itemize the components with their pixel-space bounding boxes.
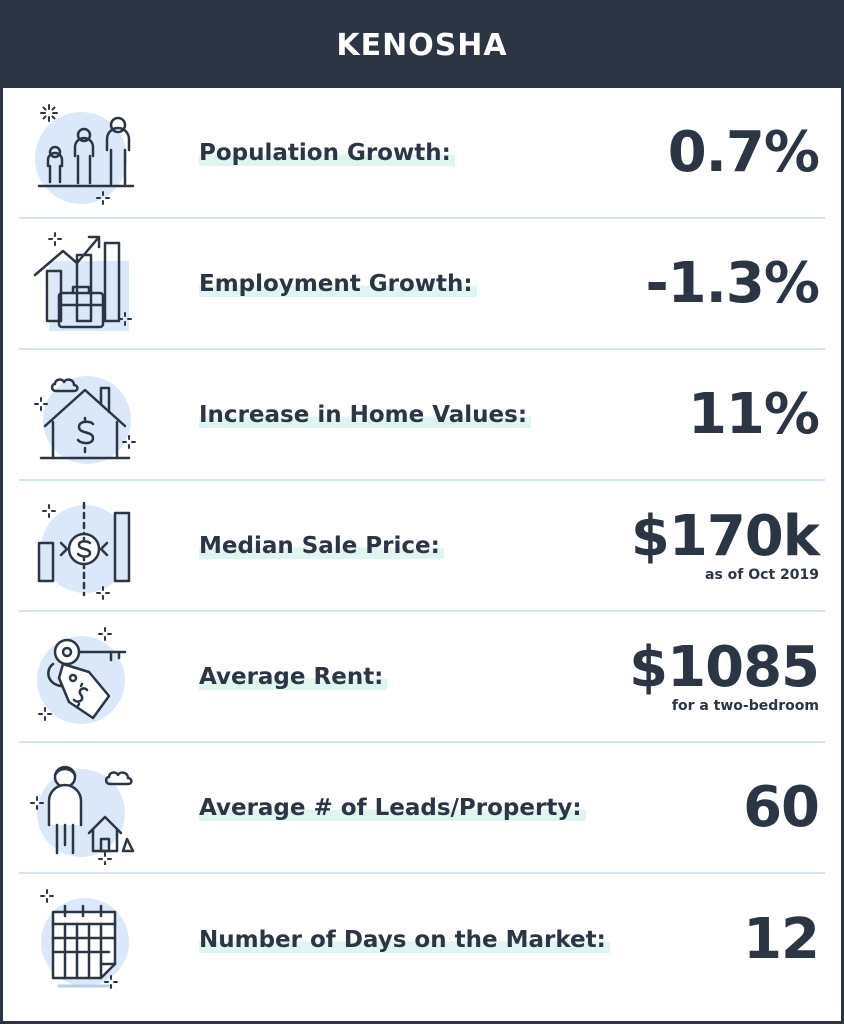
stats-list: Population Growth: 0.7% <box>3 88 841 1005</box>
stat-value: $170k <box>630 503 820 569</box>
stat-row-employment-growth: Employment Growth: -1.3% <box>19 219 825 350</box>
stat-value-block: 60 <box>743 774 820 840</box>
stat-label: Average Rent: <box>199 663 388 690</box>
employment-chart-icon <box>29 231 139 341</box>
stat-label: Increase in Home Values: <box>199 401 532 428</box>
stat-value: 11% <box>687 381 820 447</box>
stat-note: for a two-bedroom <box>671 697 819 714</box>
stat-value: $1085 <box>629 634 820 700</box>
stat-label: Median Sale Price: <box>199 532 444 559</box>
sale-price-icon <box>29 493 139 603</box>
stat-value-block: 11% <box>687 381 820 447</box>
stat-label: Employment Growth: <box>199 270 477 297</box>
person-house-icon <box>29 755 139 865</box>
stat-value-block: $170k as of Oct 2019 <box>630 503 820 583</box>
calendar-icon <box>29 886 139 996</box>
stat-row-home-values: Increase in Home Values: 11% <box>19 350 825 481</box>
stat-row-average-rent: Average Rent: $1085 for a two-bedroom <box>19 612 825 743</box>
stat-value: 12 <box>743 906 820 972</box>
city-title: KENOSHA <box>336 28 508 63</box>
key-tag-icon <box>29 624 139 734</box>
stat-label: Average # of Leads/Property: <box>199 794 586 821</box>
family-icon <box>29 100 139 210</box>
stat-label: Number of Days on the Market: <box>199 926 610 953</box>
stat-row-median-sale-price: Median Sale Price: $170k as of Oct 2019 <box>19 481 825 612</box>
stat-note: as of Oct 2019 <box>705 566 819 583</box>
stat-value: 60 <box>743 774 820 840</box>
house-dollar-icon <box>29 362 139 472</box>
stat-row-leads-per-property: Average # of Leads/Property: 60 <box>19 743 825 874</box>
stat-value-block: 0.7% <box>667 119 820 185</box>
stat-row-days-on-market: Number of Days on the Market: 12 <box>19 874 825 1005</box>
stat-row-population-growth: Population Growth: 0.7% <box>19 88 825 219</box>
stat-value: -1.3% <box>645 250 820 316</box>
stat-value-block: $1085 for a two-bedroom <box>629 634 820 714</box>
stat-label: Population Growth: <box>199 139 455 166</box>
header-bar: KENOSHA <box>3 3 841 88</box>
stat-value-block: -1.3% <box>645 250 820 316</box>
stat-value-block: 12 <box>743 906 820 972</box>
stat-value: 0.7% <box>667 119 820 185</box>
